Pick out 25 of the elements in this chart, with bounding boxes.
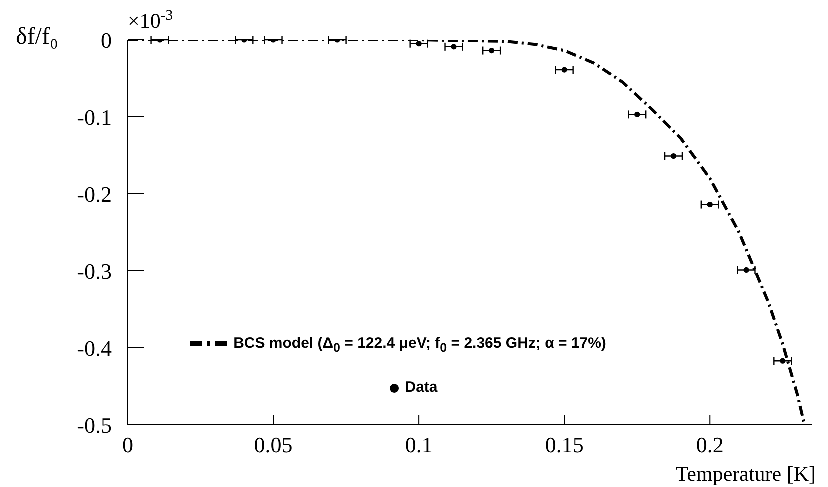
point [707, 202, 713, 208]
point [780, 358, 786, 364]
y-axis-title: δf/f₀ [16, 24, 58, 50]
point [634, 112, 640, 118]
text: ×10$^{-3}$ [128, 8, 174, 33]
point [744, 267, 750, 274]
x-tick-label: 0.1 [405, 432, 433, 458]
legend-label: BCS model (Δ$_{0}$ = 122.4 μeV; f$_{0}$ = 2.365 GHz; α = 17%) [234, 335, 606, 355]
x-tick-label: 0.2 [696, 432, 724, 458]
point [562, 67, 568, 73]
x-tick-label: 0 [122, 432, 134, 458]
point [489, 48, 495, 54]
legend-label: Data [405, 379, 438, 396]
y-tick-label: -0.4 [77, 336, 112, 361]
point [451, 44, 457, 50]
x-tick-label: 0.15 [545, 432, 584, 458]
y-tick-label: -0.2 [77, 182, 112, 207]
x-axis-title: Temperature [K] [676, 462, 816, 486]
y-tick-label: -0.1 [77, 104, 112, 130]
point [670, 153, 677, 160]
y-tick-label: -0.5 [77, 412, 112, 438]
x-tick-label: 0.05 [254, 432, 293, 458]
y-tick-label: 0 [101, 28, 112, 53]
point [416, 41, 422, 47]
y-tick-label: -0.3 [77, 258, 112, 284]
